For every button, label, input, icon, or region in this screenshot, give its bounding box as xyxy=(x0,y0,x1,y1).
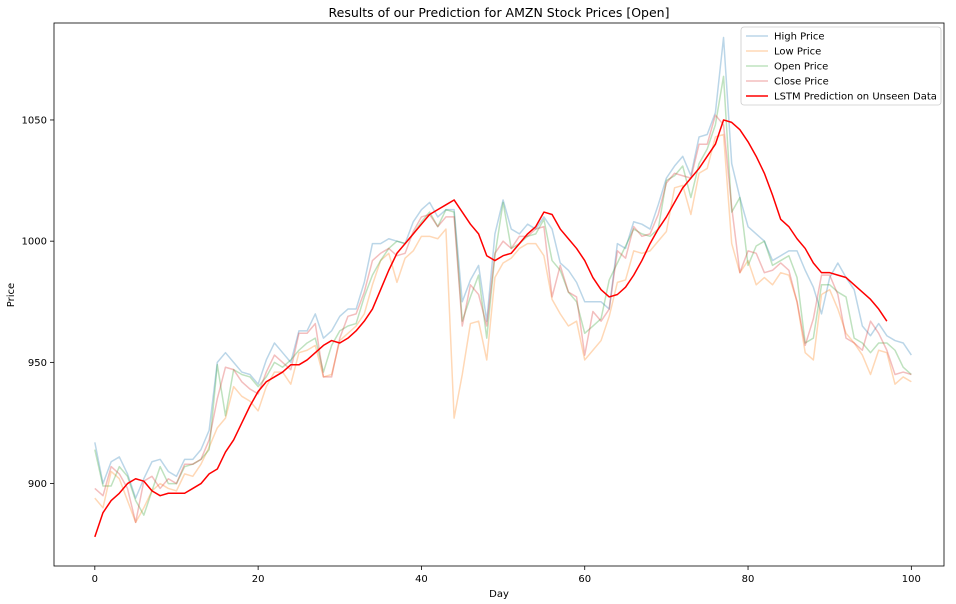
legend-frame xyxy=(740,26,942,106)
legend-label-open: Open Price xyxy=(774,62,828,73)
x-tick-label: 60 xyxy=(578,574,591,585)
x-tick-label: 80 xyxy=(742,574,755,585)
y-axis: 900 950 1000 1050 xyxy=(22,115,54,490)
legend-label-close: Close Price xyxy=(774,77,829,88)
y-tick-label: 950 xyxy=(28,358,47,369)
y-axis-label: Price xyxy=(6,283,17,307)
series-line-low xyxy=(94,133,912,524)
x-tick-label: 0 xyxy=(92,574,98,585)
x-axis: 0 20 40 60 80 100 xyxy=(92,566,921,585)
series-layer xyxy=(94,36,912,538)
series-line-high xyxy=(94,36,912,499)
y-tick-label: 900 xyxy=(28,479,47,490)
legend-label-prediction: LSTM Prediction on Unseen Data xyxy=(774,92,937,103)
x-tick-label: 100 xyxy=(902,574,921,585)
x-tick-label: 40 xyxy=(415,574,428,585)
chart-title: Results of our Prediction for AMZN Stock… xyxy=(329,5,670,20)
plot-frame xyxy=(53,22,945,567)
series-line-open xyxy=(94,75,912,516)
y-tick-label: 1000 xyxy=(22,237,47,248)
series-line-close xyxy=(94,114,912,524)
x-tick-label: 20 xyxy=(252,574,265,585)
y-tick-label: 1050 xyxy=(22,115,47,126)
x-axis-label: Day xyxy=(489,589,509,600)
chart-legend: High Price Low Price Open Price Close Price… xyxy=(740,26,942,106)
legend-label-low: Low Price xyxy=(774,47,821,58)
series-line-prediction xyxy=(94,119,888,538)
legend-label-high: High Price xyxy=(774,32,825,43)
